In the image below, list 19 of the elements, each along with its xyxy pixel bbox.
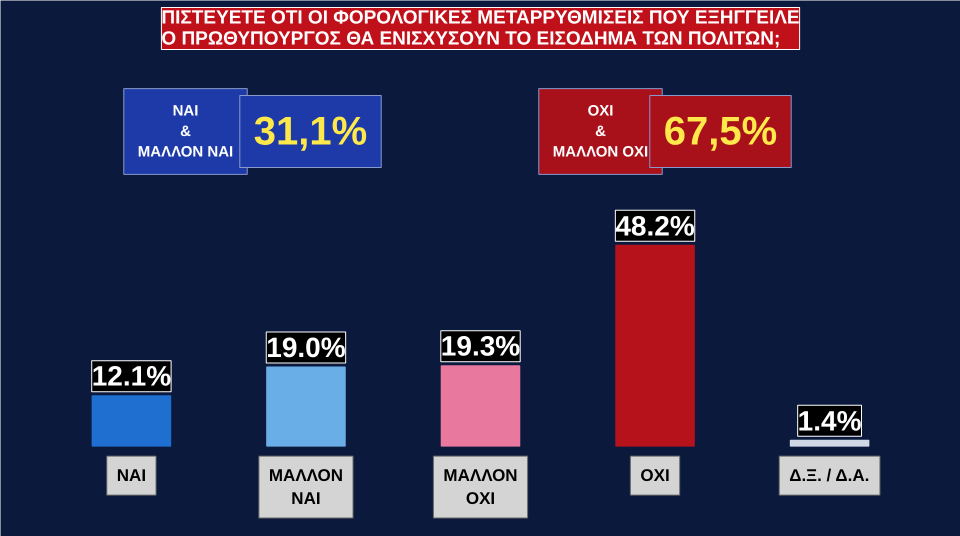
data-label: 19.3% (440, 330, 520, 362)
x-tick-label: ΝΑΙ (116, 466, 146, 486)
data-label: 12.1% (92, 360, 172, 392)
data-label: 1.4% (798, 405, 862, 436)
bar (92, 395, 172, 447)
data-label: 19.0% (266, 332, 346, 363)
x-tick-label: ΜΑΛΛΟΝ ΟΧΙ (443, 466, 518, 508)
text: 31,1% (254, 110, 368, 154)
bar (266, 366, 346, 447)
x-tick-label: ΟΧΙ (640, 466, 670, 486)
x-tick-label: ΜΑΛΛΟΝ ΝΑΙ (268, 466, 344, 508)
text: 67,5% (664, 110, 778, 154)
text: ΟΧΙ & ΜΑΛΛΟΝ ΟΧΙ (552, 102, 648, 160)
x-tick-label: Δ.Ξ. / Δ.Α. (789, 466, 870, 486)
bar (440, 365, 520, 447)
bar (790, 440, 870, 447)
bar (615, 244, 695, 447)
text: ΝΑΙ & ΜΑΛΛΟΝ ΝΑΙ (138, 102, 234, 160)
chart-title: ΠΙΣΤΕΥΕΤΕ ΟΤΙ ΟΙ ΦΟΡΟΛΟΓΙΚΕΣ ΜΕΤΑΡΡΥΘΜΙΣΕΙΣ ΠΟΥ ΕΞΗΓΓΕΙΛΕ Ο ΠΡΩΘΥΠΟΥΡΓΟΣ ΘΑ ΕΝΙΣΧΥΣΟΥΝ ΤΟ ΕΙΣΟΔΗΜΑ ΤΩΝ ΠΟΛΙΤΩΝ; (161, 8, 800, 50)
